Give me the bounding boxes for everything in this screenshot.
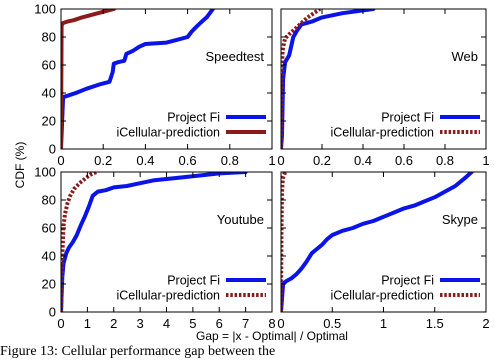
x-tick-label: 3 [137, 316, 144, 331]
series-line-icellular-prediction [61, 172, 98, 312]
legend-label: iCellular-prediction [330, 126, 434, 140]
panel-title: Web [452, 49, 479, 64]
x-tick-label: 1 [380, 316, 387, 331]
series-line-icellular-prediction [61, 9, 116, 149]
x-tick-label: 0.2 [94, 153, 112, 168]
x-tick-label: 0.8 [436, 153, 454, 168]
x-tick-label: 6 [216, 316, 223, 331]
y-tick-label: 0 [49, 305, 56, 320]
x-axis-label: Gap = |x - Optimal| / Optimal [196, 329, 348, 343]
y-tick-label: 80 [42, 193, 56, 208]
x-tick-label: 1 [482, 153, 489, 168]
legend-label: iCellular-prediction [330, 289, 434, 303]
x-tick-label: 1 [268, 153, 275, 168]
x-tick-label: 0 [277, 153, 284, 168]
y-tick-label: 80 [42, 30, 56, 45]
y-tick-label: 60 [42, 58, 56, 73]
series-line-project-fi [61, 9, 215, 149]
legend-label: Project Fi [381, 111, 434, 125]
x-tick-label: 2 [110, 316, 117, 331]
series-line-icellular-prediction [281, 9, 322, 149]
x-tick-label: 0 [277, 316, 284, 331]
legend-label: iCellular-prediction [116, 289, 220, 303]
y-tick-label: 100 [34, 2, 56, 17]
x-tick-label: 0.6 [395, 153, 413, 168]
x-tick-label: 0 [57, 316, 64, 331]
series-line-project-fi [61, 172, 248, 312]
y-tick-label: 40 [42, 86, 56, 101]
y-axis-label: CDF (%) [13, 142, 27, 189]
x-tick-label: 0.5 [323, 316, 341, 331]
x-tick-label: 0.2 [313, 153, 331, 168]
x-tick-label: 0.8 [221, 153, 239, 168]
plot-frame [280, 8, 487, 150]
panel-skype: 0 0.5 1 1.5 2 Skype Project FiiCellular-predic… [277, 171, 490, 331]
x-tick-label: 0.6 [179, 153, 197, 168]
y-tick-label: 20 [42, 277, 56, 292]
series-line-project-fi [281, 172, 474, 312]
x-tick-label: 0.4 [354, 153, 372, 168]
x-tick-label: 7 [242, 316, 249, 331]
panel-title: Speedtest [205, 49, 264, 64]
legend-label: Project Fi [167, 274, 220, 288]
plot-frame [60, 8, 273, 150]
y-tick-label: 40 [42, 249, 56, 264]
y-tick-label: 100 [34, 165, 56, 180]
x-tick-label: 0 [57, 153, 64, 168]
x-tick-label: 2 [482, 316, 489, 331]
y-tick-label: 60 [42, 221, 56, 236]
x-tick-label: 8 [268, 316, 275, 331]
cdf-figure: CDF (%) Gap = |x - Optimal| / Optimal 0 2… [13, 2, 490, 344]
x-tick-label: 1 [84, 316, 91, 331]
legend-label: Project Fi [167, 111, 220, 125]
y-tick-label: 0 [49, 142, 56, 157]
x-tick-label: 4 [163, 316, 170, 331]
figure-caption: Figure 13: Cellular performance gap betw… [0, 344, 276, 359]
panel-speedtest: 0 20 40 60 80 100 0 0.2 0.4 0.6 0.8 1 Speedtest Proje… [34, 2, 275, 169]
legend-label: iCellular-prediction [116, 126, 220, 140]
panel-title: Youtube [217, 212, 264, 227]
panel-youtube: 0 20 40 60 80 100 0 1 2 3 4 5 6 7 8 Youtube Project FiiC… [34, 165, 275, 332]
x-tick-label: 1.5 [426, 316, 444, 331]
panel-title: Skype [442, 212, 478, 227]
x-tick-label: 5 [189, 316, 196, 331]
panel-web: 0 0.2 0.4 0.6 0.8 1 Web Project FiiCellular-pre… [277, 8, 490, 168]
legend-label: Project Fi [381, 274, 434, 288]
y-tick-label: 20 [42, 114, 56, 129]
x-tick-label: 0.4 [136, 153, 154, 168]
